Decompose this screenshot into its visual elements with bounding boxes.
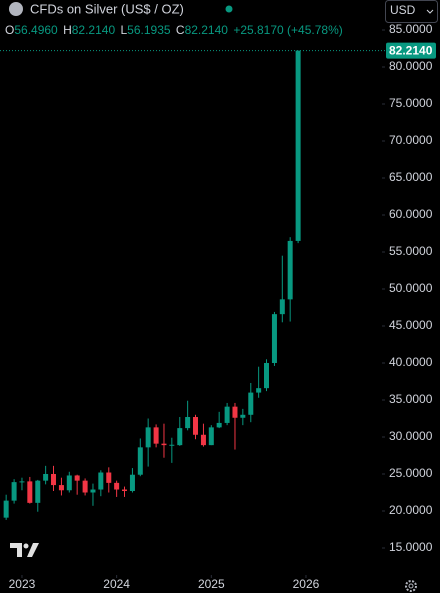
candle-body	[145, 427, 151, 448]
y-tick-label: 30.0000	[389, 429, 433, 443]
candle-body	[58, 485, 64, 491]
candle-body	[279, 299, 285, 315]
candle-body	[161, 443, 167, 446]
plot: 15.0000 20.0000 25.0000 30.0000 35.0000 40.00…	[0, 22, 433, 591]
candle-body	[121, 489, 127, 492]
chevron	[426, 9, 434, 14]
candle-body	[74, 475, 80, 481]
low-value: 56.1935	[127, 23, 171, 37]
candle-body	[82, 480, 88, 493]
candle-body	[106, 472, 112, 483]
candle-body	[19, 481, 25, 483]
open-value: 56.4960	[14, 23, 58, 37]
y-tick-label: 60.0000	[389, 207, 433, 221]
open-label: O	[5, 23, 14, 37]
x-tick-label: 2024	[103, 577, 130, 591]
high-value: 82.2140	[72, 23, 116, 37]
candle-body	[248, 392, 254, 415]
last-price-box	[386, 42, 436, 59]
ohlc-legend: O56.4960 H82.2140 L56.1935 C82.2140 +25.…	[5, 23, 343, 37]
y-tick-label: 85.0000	[389, 22, 433, 36]
y-tick-label: 50.0000	[389, 281, 433, 295]
candle-body	[287, 240, 293, 300]
candle-body	[50, 473, 56, 486]
symbol-title: CFDs on Silver (US$ / OZ)	[30, 1, 184, 16]
y-tick-label: 55.0000	[389, 244, 433, 258]
candle-body	[271, 314, 277, 363]
candle-body	[264, 362, 270, 389]
settings-gear[interactable]	[405, 580, 417, 592]
candle-body	[98, 472, 104, 490]
symbol-icon	[9, 2, 23, 16]
x-tick-label: 2023	[9, 577, 36, 591]
y-tick-label: 45.0000	[389, 318, 433, 332]
candle-body	[153, 427, 159, 444]
x-tick-label: 2025	[198, 577, 225, 591]
y-tick-label: 40.0000	[389, 355, 433, 369]
candle-body	[3, 500, 9, 518]
currency-button[interactable]	[385, 0, 438, 23]
candle-body	[114, 482, 120, 490]
candle-body	[35, 480, 41, 503]
change: +25.8170	[233, 23, 284, 37]
candle-body	[256, 388, 262, 393]
candle-body	[66, 475, 72, 491]
candle-body	[200, 434, 206, 446]
candle-body	[192, 417, 198, 435]
candle-body	[27, 481, 33, 503]
y-tick-label: 80.0000	[389, 59, 433, 73]
change-percent: (+45.78%)	[287, 23, 343, 37]
candle-body	[11, 482, 17, 501]
candle-body	[129, 474, 135, 492]
x-tick-label: 2026	[293, 577, 320, 591]
candle-body	[185, 417, 191, 429]
y-tick-label: 15.0000	[389, 540, 433, 554]
high-label: H	[63, 23, 72, 37]
candle-body	[224, 406, 230, 423]
candle-body	[43, 473, 49, 481]
tradingview-logo	[10, 543, 39, 557]
close-value: 82.2140	[185, 23, 229, 37]
candle-body	[90, 489, 96, 493]
y-tick-label: 35.0000	[389, 392, 433, 406]
candle-body	[216, 422, 222, 428]
y-tick-label: 20.0000	[389, 503, 433, 517]
y-tick-label: 70.0000	[389, 133, 433, 147]
candle-body	[295, 50, 301, 241]
candle-body	[208, 427, 214, 446]
candle-body	[177, 428, 183, 446]
y-tick-label: 75.0000	[389, 96, 433, 110]
currency-label: USD	[390, 3, 416, 17]
candle-body	[137, 447, 143, 475]
candle-body	[240, 414, 246, 418]
low-label: L	[120, 23, 127, 37]
close-label: C	[176, 23, 185, 37]
last-price-label: 82.2140	[389, 43, 433, 57]
y-tick-label: 25.0000	[389, 466, 433, 480]
candle-body	[232, 406, 238, 418]
candle-body	[169, 444, 175, 446]
y-tick-label: 65.0000	[389, 170, 433, 184]
market-status[interactable]	[225, 5, 233, 13]
